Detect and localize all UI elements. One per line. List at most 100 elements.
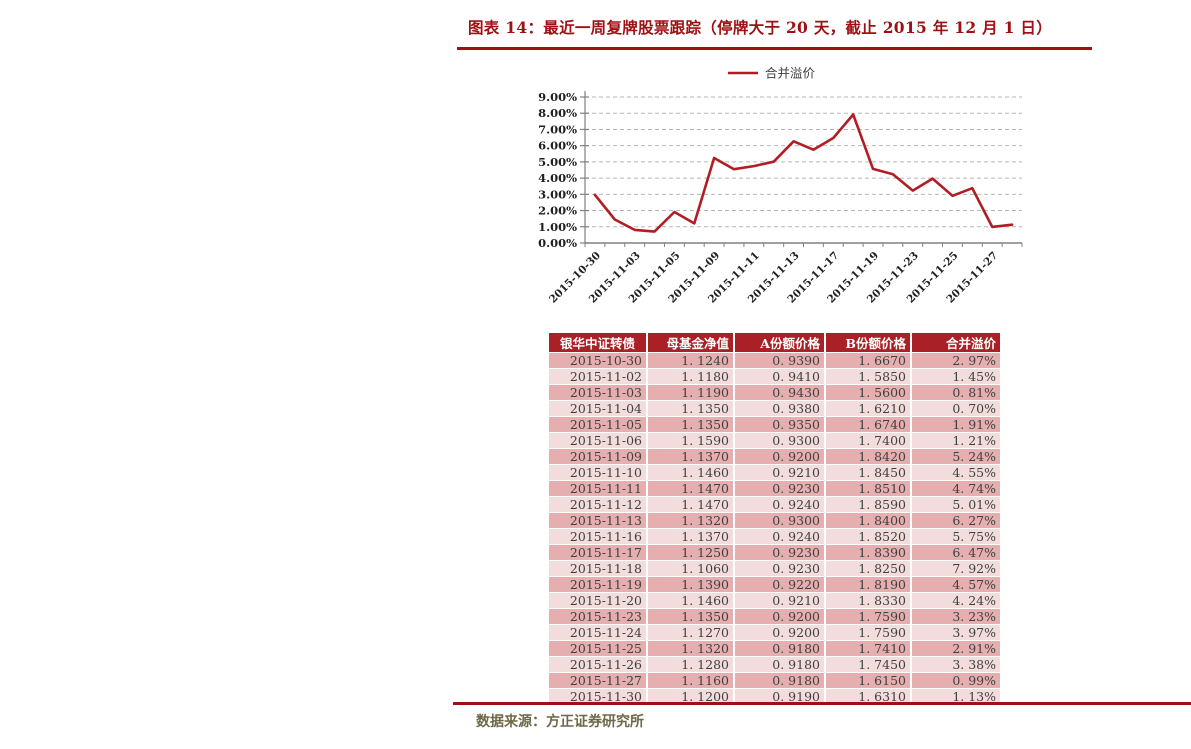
table-cell: 0. 9430 bbox=[735, 384, 826, 400]
table-row: 2015-11-05 1. 1350 0. 9350 1. 6740 1. 91% bbox=[549, 416, 1000, 432]
table-cell: 5. 24% bbox=[912, 448, 1000, 464]
table-cell: 0. 9350 bbox=[735, 416, 826, 432]
table-cell: 5. 01% bbox=[912, 496, 1000, 512]
table-row: 2015-11-06 1. 1590 0. 9300 1. 7400 1. 21% bbox=[549, 432, 1000, 448]
table-cell: 0. 9180 bbox=[735, 640, 826, 656]
table-cell: 2015-11-19 bbox=[549, 576, 648, 592]
table-cell: 2015-11-05 bbox=[549, 416, 648, 432]
table-cell: 2015-11-09 bbox=[549, 448, 648, 464]
table-cell: 1. 8510 bbox=[826, 480, 912, 496]
table-cell: 1. 1460 bbox=[648, 592, 735, 608]
table-cell: 1. 1060 bbox=[648, 560, 735, 576]
table-cell: 1. 5600 bbox=[826, 384, 912, 400]
table-cell: 2015-11-23 bbox=[549, 608, 648, 624]
table-cell: 1. 1180 bbox=[648, 368, 735, 384]
table-cell: 1. 6670 bbox=[826, 352, 912, 368]
table-cell: 2. 97% bbox=[912, 352, 1000, 368]
y-tick-label: 3.00% bbox=[538, 187, 577, 201]
header-cell: B份额价格 bbox=[826, 333, 912, 352]
table-row: 2015-11-04 1. 1350 0. 9380 1. 6210 0. 70% bbox=[549, 400, 1000, 416]
table-cell: 5. 75% bbox=[912, 528, 1000, 544]
table-cell: 1. 8250 bbox=[826, 560, 912, 576]
table-cell: 0. 9200 bbox=[735, 448, 826, 464]
y-tick-label: 0.00% bbox=[538, 236, 577, 250]
table-cell: 1. 8420 bbox=[826, 448, 912, 464]
table-cell: 1. 6740 bbox=[826, 416, 912, 432]
table-cell: 1. 1280 bbox=[648, 656, 735, 672]
table-cell: 0. 9240 bbox=[735, 528, 826, 544]
table-cell: 2015-11-12 bbox=[549, 496, 648, 512]
table-row: 2015-11-11 1. 1470 0. 9230 1. 8510 4. 74% bbox=[549, 480, 1000, 496]
table-row: 2015-11-26 1. 1280 0. 9180 1. 7450 3. 38% bbox=[549, 656, 1000, 672]
table-cell: 1. 6150 bbox=[826, 672, 912, 688]
table-cell: 0. 9210 bbox=[735, 464, 826, 480]
table-cell: 1. 1320 bbox=[648, 512, 735, 528]
table-cell: 1. 1350 bbox=[648, 608, 735, 624]
table-cell: 1. 1160 bbox=[648, 672, 735, 688]
table-cell: 1. 1590 bbox=[648, 432, 735, 448]
table-cell: 1. 8330 bbox=[826, 592, 912, 608]
table-cell: 1. 1190 bbox=[648, 384, 735, 400]
table-cell: 0. 9410 bbox=[735, 368, 826, 384]
table-cell: 1. 1240 bbox=[648, 352, 735, 368]
table-cell: 0. 9230 bbox=[735, 560, 826, 576]
table-row: 2015-11-25 1. 1320 0. 9180 1. 7410 2. 91% bbox=[549, 640, 1000, 656]
y-tick-label: 2.00% bbox=[538, 204, 577, 218]
table-cell: 1. 8400 bbox=[826, 512, 912, 528]
header-cell: 银华中证转债 bbox=[549, 333, 648, 352]
table-cell: 0. 9230 bbox=[735, 480, 826, 496]
premium-line-chart: 0.00% 1.00% 2.00% 3.00% 4.00% 5.00% 6.00% 7.00%… bbox=[538, 66, 1023, 306]
table-cell: 1. 7590 bbox=[826, 624, 912, 640]
table-cell: 2015-11-16 bbox=[549, 528, 648, 544]
table-cell: 1. 1350 bbox=[648, 416, 735, 432]
table-row: 2015-11-10 1. 1460 0. 9210 1. 8450 4. 55% bbox=[549, 464, 1000, 480]
y-tick-label: 7.00% bbox=[538, 122, 577, 136]
table-cell: 2015-10-30 bbox=[549, 352, 648, 368]
y-tick-label: 6.00% bbox=[538, 139, 577, 153]
table-cell: 1. 8520 bbox=[826, 528, 912, 544]
table-cell: 1. 8190 bbox=[826, 576, 912, 592]
table-cell: 2015-11-06 bbox=[549, 432, 648, 448]
y-tick-label: 9.00% bbox=[538, 90, 577, 104]
table-row: 2015-11-23 1. 1350 0. 9200 1. 7590 3. 23% bbox=[549, 608, 1000, 624]
table-cell: 0. 9380 bbox=[735, 400, 826, 416]
title-divider bbox=[457, 47, 1092, 50]
table-cell: 0. 9200 bbox=[735, 624, 826, 640]
table-cell: 0. 70% bbox=[912, 400, 1000, 416]
table-cell: 1. 1390 bbox=[648, 576, 735, 592]
table-cell: 1. 7400 bbox=[826, 432, 912, 448]
y-tick-label: 5.00% bbox=[538, 155, 577, 169]
table-cell: 4. 24% bbox=[912, 592, 1000, 608]
table-cell: 0. 9240 bbox=[735, 496, 826, 512]
table-cell: 0. 9210 bbox=[735, 592, 826, 608]
source-divider bbox=[453, 702, 1191, 705]
table-cell: 1. 1200 bbox=[648, 688, 735, 704]
table-cell: 1. 1370 bbox=[648, 528, 735, 544]
table-row: 2015-11-17 1. 1250 0. 9230 1. 8390 6. 47% bbox=[549, 544, 1000, 560]
table-cell: 0. 9180 bbox=[735, 656, 826, 672]
table-row: 2015-11-27 1. 1160 0. 9180 1. 6150 0. 99% bbox=[549, 672, 1000, 688]
table-cell: 1. 1250 bbox=[648, 544, 735, 560]
table-cell: 2015-11-25 bbox=[549, 640, 648, 656]
table-cell: 0. 99% bbox=[912, 672, 1000, 688]
table-cell: 2015-11-04 bbox=[549, 400, 648, 416]
table-cell: 1. 1270 bbox=[648, 624, 735, 640]
table-cell: 1. 45% bbox=[912, 368, 1000, 384]
table-cell: 2015-11-26 bbox=[549, 656, 648, 672]
table-cell: 2015-11-02 bbox=[549, 368, 648, 384]
table-row: 2015-10-30 1. 1240 0. 9390 1. 6670 2. 97% bbox=[549, 352, 1000, 368]
table-cell: 2015-11-10 bbox=[549, 464, 648, 480]
table-cell: 0. 9200 bbox=[735, 608, 826, 624]
table-cell: 2015-11-11 bbox=[549, 480, 648, 496]
header-cell: 母基金净值 bbox=[648, 333, 735, 352]
chart-panel: 0.00% 1.00% 2.00% 3.00% 4.00% 5.00% 6.00% 7.00%… bbox=[520, 53, 1030, 320]
table-cell: 3. 38% bbox=[912, 656, 1000, 672]
table-cell: 2015-11-03 bbox=[549, 384, 648, 400]
table-cell: 6. 47% bbox=[912, 544, 1000, 560]
fund-table: 银华中证转债 母基金净值 A份额价格 B份额价格 合并溢价 2015-10-30 1. 1… bbox=[549, 333, 1000, 704]
table-cell: 0. 9230 bbox=[735, 544, 826, 560]
table-cell: 4. 57% bbox=[912, 576, 1000, 592]
table-row: 2015-11-24 1. 1270 0. 9200 1. 7590 3. 97% bbox=[549, 624, 1000, 640]
table-cell: 1. 21% bbox=[912, 432, 1000, 448]
